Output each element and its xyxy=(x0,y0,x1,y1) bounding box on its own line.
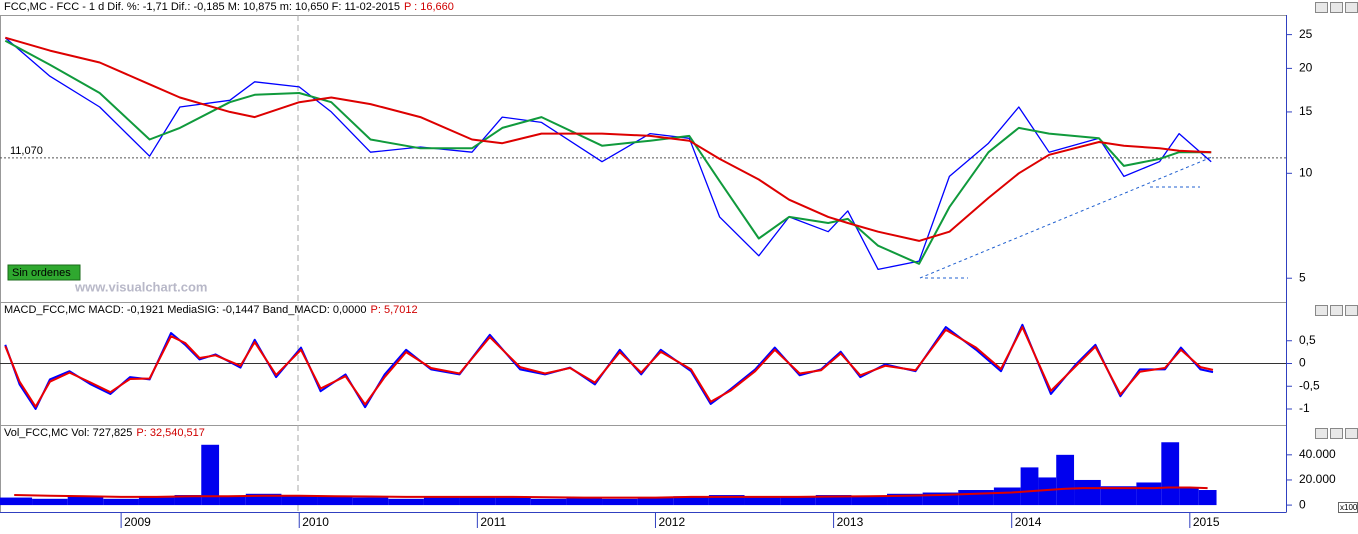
y-tick-label: -1 xyxy=(1299,401,1310,415)
volume-bar xyxy=(566,497,603,506)
volume-bar xyxy=(0,497,33,506)
volume-bar xyxy=(1179,487,1199,506)
series-line xyxy=(14,486,1208,499)
maximize-button[interactable] xyxy=(1330,305,1343,316)
volume-bar xyxy=(138,497,175,506)
y-tick-label: 25 xyxy=(1299,27,1313,41)
x-tick-label: 2011 xyxy=(480,515,506,529)
volume-bar xyxy=(1100,486,1137,506)
volume-bar xyxy=(673,496,709,506)
volume-bar xyxy=(32,498,68,506)
panel-title: Vol_FCC,MC Vol: 727,825 xyxy=(4,427,132,439)
x-tick-label: 2013 xyxy=(837,515,864,529)
y-tick-label: 15 xyxy=(1299,104,1313,118)
status-box xyxy=(7,264,81,281)
trendline xyxy=(919,156,1213,279)
y-tick-label: 40.000 xyxy=(1299,447,1336,461)
close-button[interactable] xyxy=(1345,305,1358,316)
volume-bar xyxy=(1074,479,1101,506)
volume-bar xyxy=(219,496,246,506)
volume-bar xyxy=(1020,467,1039,506)
volume-bar xyxy=(1136,482,1162,506)
volume-bar xyxy=(851,496,888,506)
volume-bar xyxy=(1161,442,1180,506)
panel-title-value: P: 5,7012 xyxy=(371,304,418,316)
watermark: www.visualchart.com xyxy=(74,279,207,294)
volume-bar xyxy=(423,497,460,506)
volume-bar xyxy=(317,496,353,506)
maximize-button[interactable] xyxy=(1330,428,1343,439)
volume-bar xyxy=(388,498,424,506)
volume-bar xyxy=(352,497,389,506)
panel-title-value: P : 16,660 xyxy=(404,1,454,13)
volume-bar xyxy=(1056,454,1075,506)
reference-label: 11,070 xyxy=(10,145,43,157)
close-button[interactable] xyxy=(1345,428,1358,439)
volume-bar xyxy=(201,444,220,506)
volume-bar xyxy=(602,498,638,506)
volume-bar xyxy=(1038,477,1057,506)
window-buttons xyxy=(1315,2,1358,439)
x-tick-label: 2015 xyxy=(1193,515,1220,529)
series-line xyxy=(4,326,1214,408)
panel-title: FCC,MC - FCC - 1 d Dif. %: -1,71 Dif.: -… xyxy=(4,1,400,13)
panel-title-value: P: 32,540,517 xyxy=(136,427,205,439)
series-line xyxy=(5,36,1212,242)
volume-bar xyxy=(993,487,1021,506)
status-label: Sin ordenes xyxy=(12,267,71,279)
volume-bar xyxy=(174,495,202,506)
volume-bar xyxy=(530,498,567,506)
y-tick-label: -0,5 xyxy=(1299,378,1320,392)
x-tick-label: 2009 xyxy=(124,515,151,529)
minimize-button[interactable] xyxy=(1315,428,1328,439)
volume-bar xyxy=(815,495,852,506)
minimize-button[interactable] xyxy=(1315,2,1328,13)
x-tick-label: 2014 xyxy=(1015,515,1042,529)
volume-bar xyxy=(744,497,781,506)
volume-bar xyxy=(637,497,674,506)
series-line xyxy=(4,37,1212,271)
y-tick-label: 0,5 xyxy=(1299,333,1316,347)
volume-bar xyxy=(67,496,104,506)
volume-bar xyxy=(459,496,496,506)
volume-bar xyxy=(708,495,745,506)
panel-title: MACD_FCC,MC MACD: -0,1921 MediaSIG: -0,1… xyxy=(4,304,367,316)
volume-bar xyxy=(958,490,994,506)
y-tick-label: 10 xyxy=(1299,165,1313,179)
series-line xyxy=(4,39,1212,265)
volume-bar xyxy=(887,493,923,506)
x-tick-label: 2012 xyxy=(658,515,685,529)
y-tick-label: 20.000 xyxy=(1299,472,1336,486)
y-tick-label: 0 xyxy=(1299,356,1306,370)
volume-bar xyxy=(103,498,139,506)
volume-bar xyxy=(780,496,816,506)
unit-label: x100 xyxy=(1340,503,1358,512)
y-tick-label: 20 xyxy=(1299,61,1313,75)
y-tick-label: 0 xyxy=(1299,497,1306,511)
maximize-button[interactable] xyxy=(1330,2,1343,13)
minimize-button[interactable] xyxy=(1315,305,1328,316)
volume-bar xyxy=(281,495,318,506)
x-tick-label: 2010 xyxy=(302,515,329,529)
volume-bar xyxy=(245,493,282,506)
volume-bar xyxy=(1198,490,1217,506)
volume-bar xyxy=(495,497,531,506)
y-tick-label: 5 xyxy=(1299,270,1306,284)
close-button[interactable] xyxy=(1345,2,1358,13)
